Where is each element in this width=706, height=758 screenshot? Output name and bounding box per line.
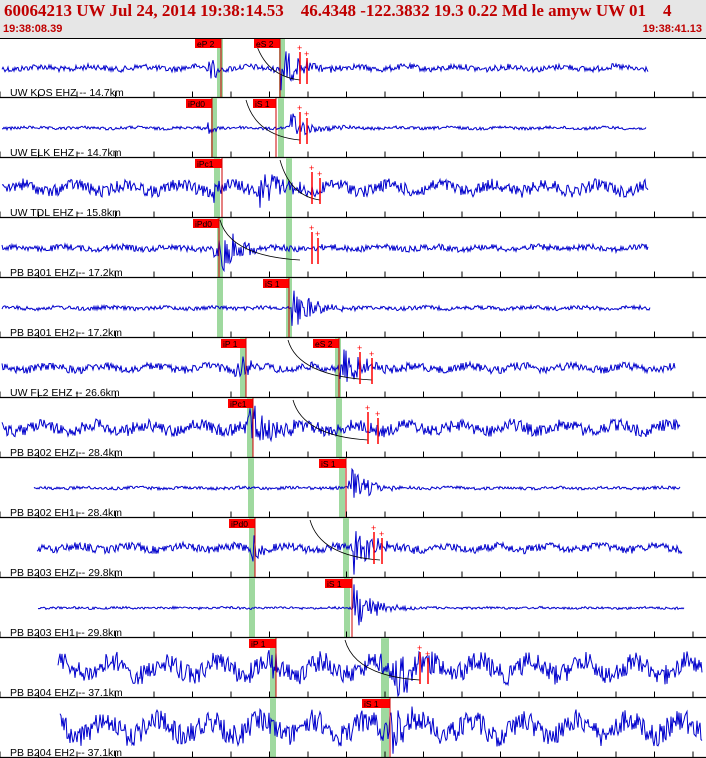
pick-label-box[interactable] (313, 339, 339, 348)
pick-label-box[interactable] (362, 699, 390, 708)
pick-label-box[interactable] (195, 39, 221, 48)
pick-label[interactable]: eS 2 (256, 39, 274, 49)
pick-label[interactable]: eS 2 (315, 339, 333, 349)
amplitude-plus-marker: + (371, 523, 376, 533)
pick-label-box[interactable] (325, 579, 352, 588)
pick-label-box[interactable] (195, 159, 222, 168)
waveform-trace (37, 584, 685, 626)
channel-row[interactable]: iS 1PB B202 EH1 -- 28.4km (0, 458, 706, 519)
pick-highlight-band (286, 218, 292, 278)
channel-label: PB B204 EH2 -- 37.1km (10, 747, 122, 758)
channel-row[interactable]: ++iP 1PB B204 EHZ -- 37.1km (0, 638, 706, 699)
channel-row[interactable]: iS 1PB B203 EH1 -- 29.8km (0, 578, 706, 639)
pick-label[interactable]: eP 2 (197, 39, 215, 49)
pick-label-box[interactable] (221, 339, 246, 348)
waveform-trace (1, 233, 649, 273)
channel-label: UW TDL EHZ -- 15.8km (10, 207, 121, 219)
pick-label-box[interactable] (249, 639, 276, 648)
channel-row[interactable]: iS 1PB B201 EH2 -- 17.2km (0, 278, 706, 339)
pick-highlight-band (270, 698, 276, 758)
channel-row[interactable]: ++ iPd0 iS 1 UW ELK EHZ -- 14.7km (0, 98, 706, 159)
pick-highlight-band (211, 98, 217, 158)
channel-row[interactable]: iS 1 PB B204 EH2 -- 37.1km (0, 698, 706, 758)
pick-label[interactable]: iPd0 (188, 99, 205, 109)
channel-row[interactable]: + + iP 1 eS 2 UW FL2 EHZ -- 26.6km (0, 338, 706, 399)
pick-label[interactable]: iPd0 (231, 519, 248, 529)
channel-label: UW ELK EHZ -- 14.7km (10, 147, 122, 159)
pick-label[interactable]: iPc1 (230, 399, 247, 409)
seismogram-panel[interactable]: ++eP 2 eS 2UW KOS EHZ -- 14.7km++iPd0 iS 1… (0, 38, 706, 758)
pick-highlight-band (240, 338, 246, 398)
pick-label-box[interactable] (186, 99, 212, 108)
amplitude-plus-marker: + (304, 109, 309, 119)
waveform-trace (1, 51, 649, 91)
pick-label[interactable]: iS 1 (265, 279, 280, 289)
pick-label-box[interactable] (228, 399, 253, 408)
pick-highlight-band (343, 518, 349, 578)
pick-label[interactable]: iP 1 (223, 339, 238, 349)
pick-label[interactable]: iPd0 (195, 219, 212, 229)
pick-label-box[interactable] (263, 279, 289, 288)
channel-label: UW FL2 EHZ -- 26.6km (10, 387, 120, 399)
amplitude-plus-marker: + (375, 409, 380, 419)
event-title: 60064213 UW Jul 24, 2014 19:38:14.53 46.… (4, 1, 672, 20)
pick-label-box[interactable] (254, 39, 280, 48)
travel-time-curve (292, 399, 369, 441)
pick-highlight-band (339, 458, 345, 518)
travel-time-curve (219, 219, 301, 261)
travel-time-curve (309, 519, 381, 561)
pick-label[interactable]: iS 1 (321, 459, 336, 469)
pick-label-box[interactable] (229, 519, 255, 528)
waveform-trace (33, 467, 681, 498)
end-time: 19:38:41.13 (642, 23, 702, 35)
pick-label[interactable]: iS 1 (364, 699, 379, 709)
amplitude-plus-marker: + (365, 403, 370, 413)
pick-highlight-band (217, 38, 223, 98)
pick-highlight-band (247, 398, 253, 458)
event-header: 60064213 UW Jul 24, 2014 19:38:14.53 46.… (0, 0, 706, 38)
amplitude-plus-marker: + (304, 49, 309, 59)
travel-time-curve (287, 339, 373, 381)
pick-highlight-band (249, 518, 255, 578)
pick-label-box[interactable] (319, 459, 346, 468)
pick-label[interactable]: iP 1 (251, 639, 266, 649)
pick-label[interactable]: iS 1 (255, 99, 270, 109)
amplitude-plus-marker: + (297, 103, 302, 113)
pick-highlight-band (286, 158, 292, 218)
waveform-trace (59, 706, 703, 754)
travel-time-curve (344, 639, 421, 681)
amplitude-plus-marker: + (309, 163, 314, 173)
amplitude-plus-marker: + (297, 43, 302, 53)
amplitude-plus-marker: + (379, 529, 384, 539)
pick-label[interactable]: iPc1 (197, 159, 214, 169)
amplitude-plus-marker: + (309, 223, 314, 233)
waveform-trace (1, 290, 651, 326)
pick-label[interactable]: iS 1 (327, 579, 342, 589)
waveform-trace (36, 531, 683, 575)
pick-highlight-band (279, 38, 285, 98)
travel-time-curve (279, 159, 321, 201)
channel-row[interactable]: ++eP 2 eS 2UW KOS EHZ -- 14.7km (0, 38, 706, 99)
waveform-trace (1, 113, 647, 136)
start-time: 19:38:08.39 (3, 23, 63, 35)
waveform-trace (1, 405, 681, 443)
channel-row[interactable]: ++ iPc1 UW TDL EHZ -- 15.8km (0, 158, 706, 219)
pick-highlight-band (381, 638, 389, 698)
waveform-trace (57, 649, 703, 698)
pick-highlight-band (381, 698, 389, 758)
amplitude-plus-marker: + (425, 649, 430, 659)
amplitude-plus-marker: + (357, 343, 362, 353)
amplitude-plus-marker: + (317, 169, 322, 179)
travel-time-curve (245, 99, 301, 141)
pick-label-box[interactable] (253, 99, 276, 108)
amplitude-plus-marker: + (417, 643, 422, 653)
amplitude-plus-marker: + (315, 229, 320, 239)
pick-label-box[interactable] (193, 219, 219, 228)
amplitude-plus-marker: + (369, 349, 374, 359)
waveform-trace (1, 174, 649, 208)
